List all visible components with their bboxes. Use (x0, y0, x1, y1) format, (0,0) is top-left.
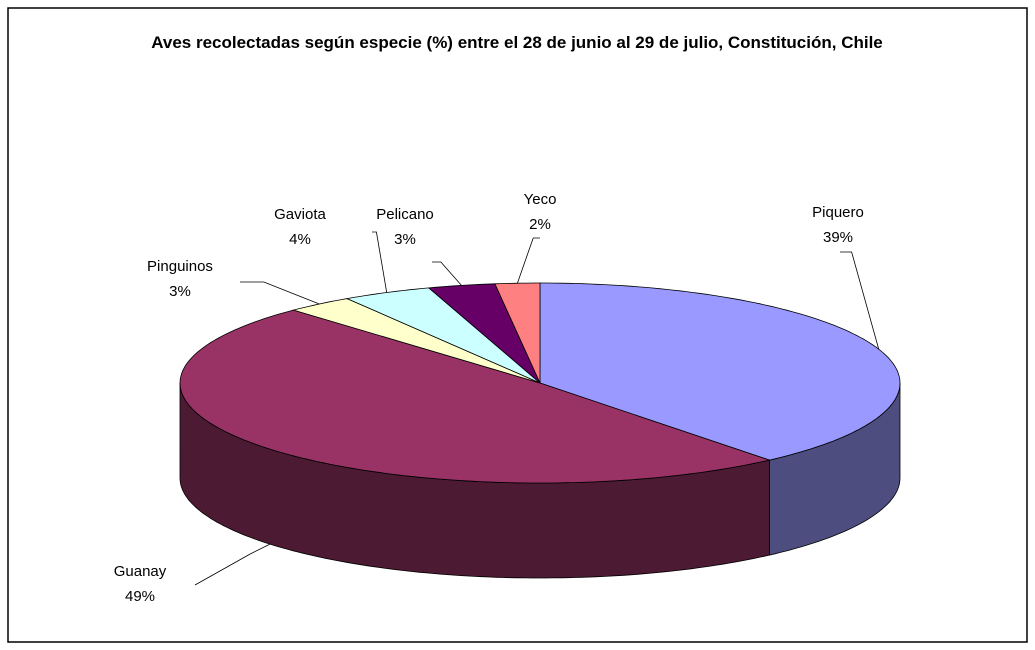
slice-value-label: 39% (823, 229, 853, 246)
slice-label: Pinguinos (147, 258, 213, 275)
slice-value-label: 4% (289, 231, 311, 248)
leader-line (517, 237, 540, 284)
slice-value-label: 49% (125, 588, 155, 605)
leader-line (372, 231, 388, 293)
leader-line (194, 543, 271, 586)
leader-line (240, 281, 320, 305)
slice-value-label: 3% (394, 231, 416, 248)
slice-label: Pelicano (376, 206, 434, 223)
pie-slice (427, 283, 541, 384)
slice-label: Yeco (524, 191, 557, 208)
pie-slice (292, 298, 541, 384)
leader-line (432, 261, 462, 286)
slice-label: Gaviota (274, 206, 326, 223)
slice-value-label: 2% (529, 216, 551, 233)
pie-slice (179, 309, 772, 484)
slice-label: Piquero (812, 204, 864, 221)
chart-title: Aves recolectadas según especie (%) entr… (151, 33, 883, 52)
slice-value-label: 3% (169, 283, 191, 300)
leader-line (840, 251, 880, 350)
slice-label: Guanay (114, 563, 167, 580)
pie-slice (539, 282, 901, 461)
pie-slice (494, 282, 541, 384)
